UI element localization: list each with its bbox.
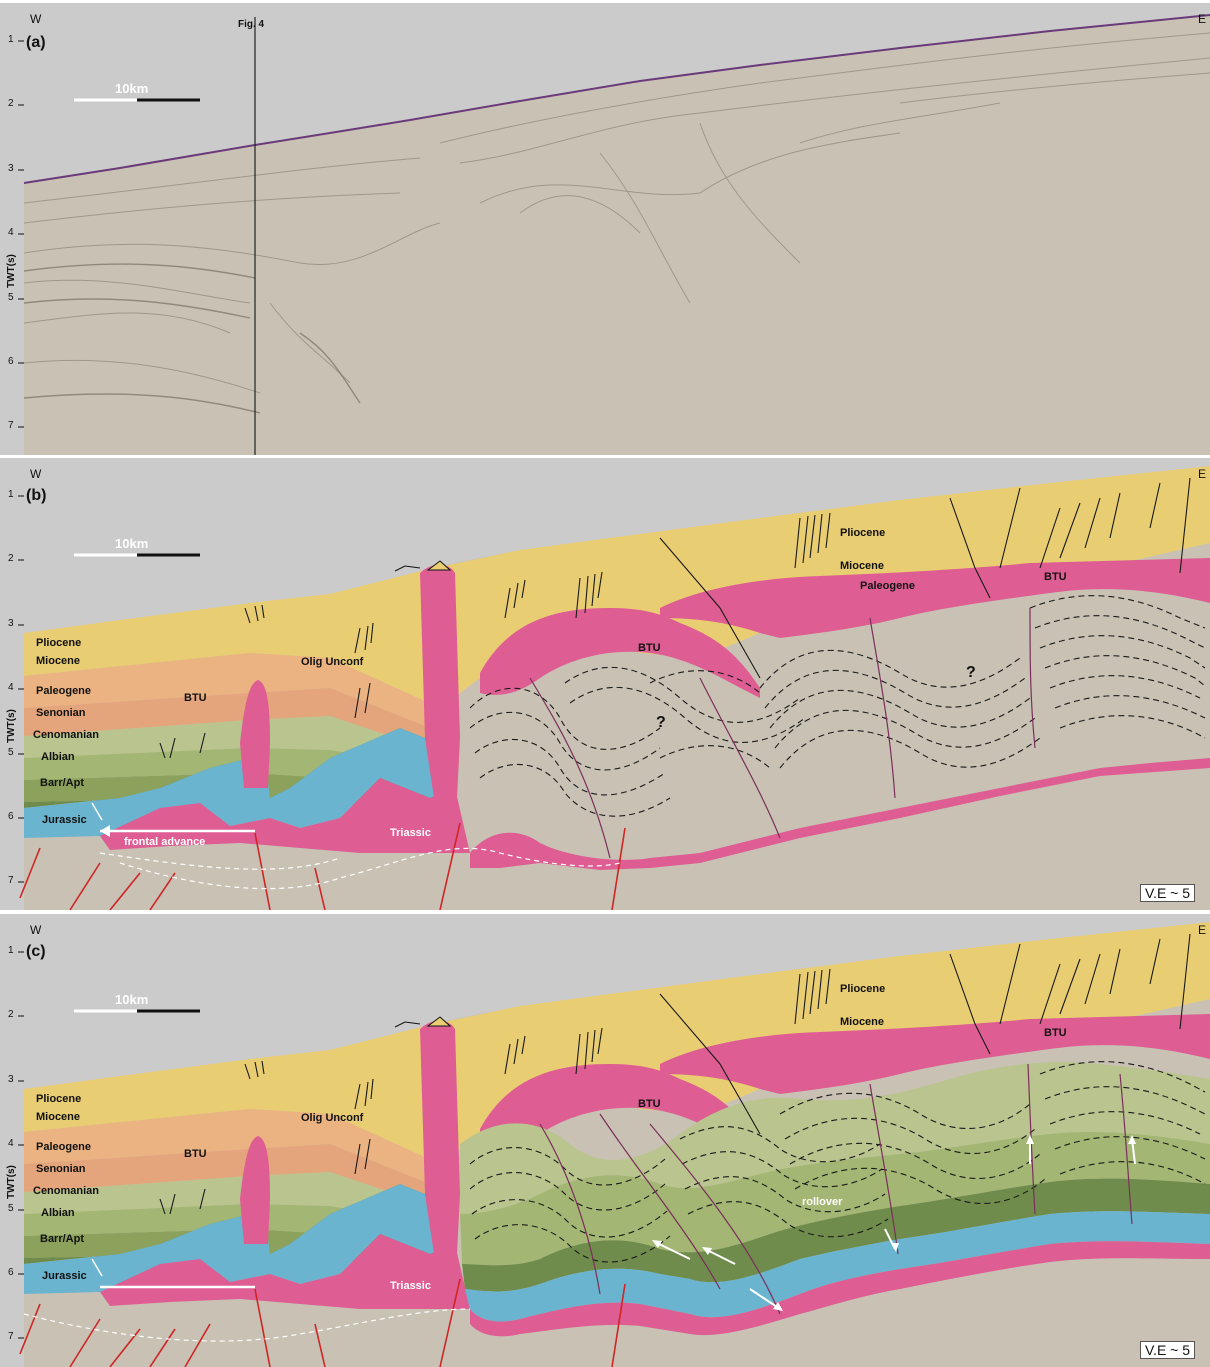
y-tick-5: 5 bbox=[8, 292, 14, 303]
miocene-label-right: Miocene bbox=[840, 1016, 885, 1028]
interpreted-section-b bbox=[0, 458, 1210, 910]
pliocene-label-right: Pliocene bbox=[840, 983, 886, 995]
y-tick-1: 1 bbox=[8, 489, 14, 500]
scale-bar-label: 10km bbox=[115, 992, 149, 1007]
question-mark-1: ? bbox=[656, 714, 666, 731]
triassic-label: Triassic bbox=[390, 1280, 431, 1292]
triassic-label: Triassic bbox=[390, 827, 431, 839]
paleogene-label-right: Paleogene bbox=[860, 580, 916, 592]
y-tick-7: 7 bbox=[8, 1331, 14, 1342]
y-tick-7: 7 bbox=[8, 420, 14, 431]
panel-b: W E (b) 10km 1 2 3 4 5 6 7 TWT(s) Plioce… bbox=[0, 458, 1210, 910]
y-tick-5: 5 bbox=[8, 747, 14, 758]
restored-section-c bbox=[0, 914, 1210, 1367]
y-tick-4: 4 bbox=[8, 1138, 14, 1149]
legend-senonian: Senonian bbox=[36, 707, 86, 719]
west-label: W bbox=[30, 12, 42, 26]
y-tick-3: 3 bbox=[8, 1074, 14, 1085]
legend-senonian: Senonian bbox=[36, 1163, 86, 1175]
btu-label-right: BTU bbox=[1044, 571, 1067, 583]
vertical-exaggeration: V.E ~ 5 bbox=[1140, 1341, 1196, 1359]
legend-barr-apt: Barr/Apt bbox=[40, 777, 85, 789]
y-tick-3: 3 bbox=[8, 163, 14, 174]
east-label: E bbox=[1198, 923, 1207, 937]
vertical-exaggeration: V.E ~ 5 bbox=[1140, 884, 1196, 902]
btu-label-left: BTU bbox=[184, 692, 207, 704]
panel-letter: (a) bbox=[26, 34, 46, 51]
legend-jurassic: Jurassic bbox=[42, 814, 87, 826]
y-axis-label: TWT(s) bbox=[6, 1165, 17, 1199]
y-tick-7: 7 bbox=[8, 875, 14, 886]
y-tick-6: 6 bbox=[8, 356, 14, 367]
legend-albian: Albian bbox=[41, 751, 75, 763]
miocene-label-right: Miocene bbox=[840, 560, 885, 572]
legend-paleogene: Paleogene bbox=[36, 685, 92, 697]
east-label: E bbox=[1198, 12, 1207, 26]
west-label: W bbox=[30, 923, 42, 937]
legend-paleogene: Paleogene bbox=[36, 1141, 92, 1153]
legend-pliocene: Pliocene bbox=[36, 1093, 82, 1105]
panel-c: W E (c) 10km 1 2 3 4 5 6 7 TWT(s) Plioce… bbox=[0, 914, 1210, 1367]
panel-a: W E (a) Fig. 4 10km 1 2 3 4 5 6 7 TWT(s) bbox=[0, 3, 1210, 455]
fig-4-label: Fig. 4 bbox=[238, 19, 265, 30]
rollover-label: rollover bbox=[802, 1196, 843, 1208]
btu-label-mid: BTU bbox=[638, 1098, 661, 1110]
legend-cenomanian: Cenomanian bbox=[33, 1185, 100, 1197]
west-label: W bbox=[30, 467, 42, 481]
panel-letter: (c) bbox=[26, 943, 46, 960]
legend-barr-apt: Barr/Apt bbox=[40, 1233, 85, 1245]
btu-label-mid: BTU bbox=[638, 642, 661, 654]
y-tick-6: 6 bbox=[8, 1267, 14, 1278]
olig-unconf-label: Olig Unconf bbox=[301, 1112, 364, 1124]
question-mark-2: ? bbox=[966, 664, 976, 681]
olig-unconf-label: Olig Unconf bbox=[301, 656, 364, 668]
y-tick-5: 5 bbox=[8, 1203, 14, 1214]
y-tick-6: 6 bbox=[8, 811, 14, 822]
y-tick-2: 2 bbox=[8, 98, 14, 109]
legend-albian: Albian bbox=[41, 1207, 75, 1219]
scale-bar-label: 10km bbox=[115, 81, 149, 96]
y-tick-4: 4 bbox=[8, 227, 14, 238]
y-tick-1: 1 bbox=[8, 945, 14, 956]
pliocene-label-right: Pliocene bbox=[840, 527, 886, 539]
frontal-advance-label: frontal advance bbox=[124, 836, 206, 848]
y-tick-2: 2 bbox=[8, 553, 14, 564]
y-tick-2: 2 bbox=[8, 1009, 14, 1020]
btu-label-left: BTU bbox=[184, 1148, 207, 1160]
scale-bar-label: 10km bbox=[115, 536, 149, 551]
legend-miocene: Miocene bbox=[36, 1111, 81, 1123]
y-tick-4: 4 bbox=[8, 682, 14, 693]
legend-cenomanian: Cenomanian bbox=[33, 729, 100, 741]
east-label: E bbox=[1198, 467, 1207, 481]
legend-jurassic: Jurassic bbox=[42, 1270, 87, 1282]
y-axis-label: TWT(s) bbox=[6, 254, 17, 288]
seismic-section-a bbox=[0, 3, 1210, 455]
y-tick-1: 1 bbox=[8, 34, 14, 45]
btu-label-right: BTU bbox=[1044, 1027, 1067, 1039]
legend-miocene: Miocene bbox=[36, 655, 81, 667]
y-axis-label: TWT(s) bbox=[6, 709, 17, 743]
y-tick-3: 3 bbox=[8, 618, 14, 629]
legend-pliocene: Pliocene bbox=[36, 637, 82, 649]
panel-letter: (b) bbox=[26, 487, 47, 504]
